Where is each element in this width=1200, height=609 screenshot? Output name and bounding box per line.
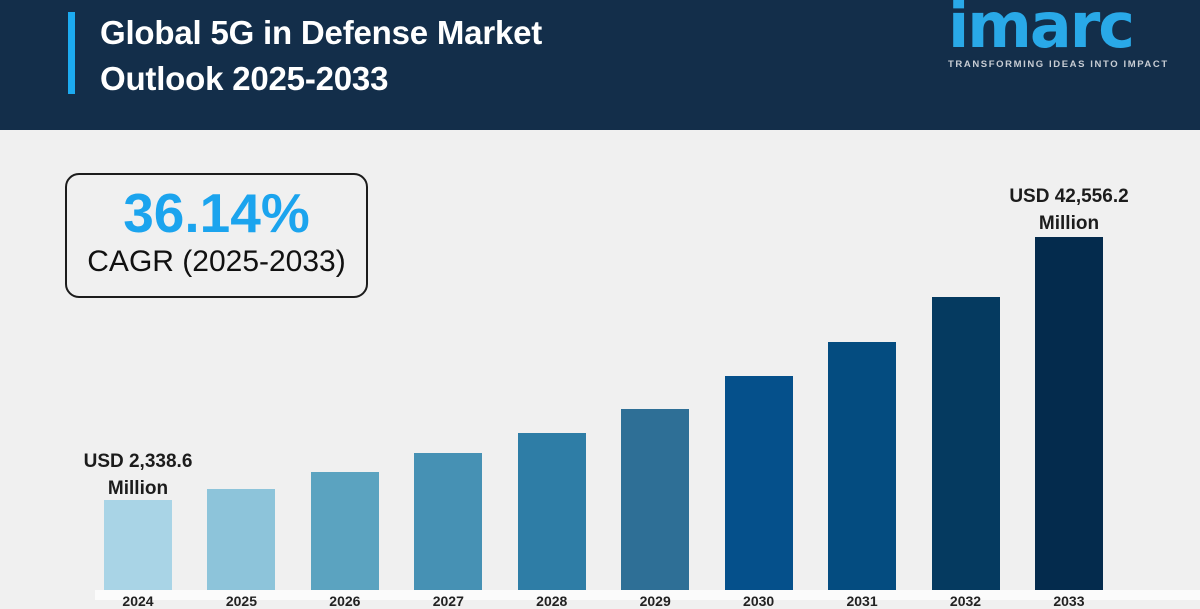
imarc-logo-wordmark: imarc [948, 0, 1135, 62]
cagr-label: CAGR (2025-2033) [87, 245, 346, 278]
bar-column-2024: 2024 [104, 170, 172, 609]
bar-2027 [414, 453, 483, 590]
x-axis-label-2027: 2027 [432, 593, 464, 609]
bar-column-2027: 2027 [414, 170, 483, 609]
data-label-2024-line2: Million [107, 478, 169, 499]
bar-chart: 2024 2025 2026 2027 2028 2029 2030 2031 2032 2033 [104, 170, 1103, 609]
x-axis-label-2028: 2028 [536, 593, 568, 609]
bar-column-2032: 2032 [931, 170, 1000, 609]
page-title: Global 5G in Defense Market Outlook 2025… [100, 10, 542, 102]
bar-2033 [1034, 237, 1103, 590]
bar-column-2028: 2028 [517, 170, 586, 609]
x-axis-label-2031: 2031 [846, 593, 878, 609]
imarc-logo-tagline: TRANSFORMING IDEAS INTO IMPACT [948, 59, 1169, 70]
x-axis-label-2026: 2026 [329, 593, 361, 609]
bar-2029 [621, 409, 690, 590]
bar-2030 [724, 376, 793, 590]
bar-column-2033: 2033 [1034, 170, 1103, 609]
bar-column-2029: 2029 [621, 170, 690, 609]
data-label-2033: USD 42,556.2 Million [954, 183, 1184, 237]
imarc-logo: imarc TRANSFORMING IDEAS INTO IMPACT [948, 0, 1169, 81]
page-title-line2: Outlook 2025-2033 [100, 60, 389, 97]
bar-column-2025: 2025 [207, 170, 276, 609]
data-label-2033-line2: Million [1038, 213, 1100, 234]
data-label-2024-line1: USD 2,338.6 [83, 451, 193, 472]
x-axis-label-2032: 2032 [949, 593, 982, 609]
x-axis-baseline [95, 590, 1200, 600]
bar-2031 [828, 342, 897, 590]
bar-2028 [517, 433, 586, 590]
cagr-callout-box: 36.14% CAGR (2025-2033) [65, 173, 368, 298]
page-title-line1: Global 5G in Defense Market [100, 14, 543, 51]
bar-2032 [931, 297, 1000, 590]
x-axis-label-2024: 2024 [122, 593, 154, 609]
bar-2026 [310, 472, 379, 590]
title-accent-bar [68, 12, 75, 94]
bar-column-2031: 2031 [828, 170, 897, 609]
bar-2024 [104, 500, 172, 590]
x-axis-label-2033: 2033 [1053, 593, 1085, 609]
x-axis-label-2030: 2030 [743, 593, 775, 609]
data-label-2033-line1: USD 42,556.2 [1009, 186, 1129, 207]
bar-column-2030: 2030 [724, 170, 793, 609]
bar-column-2026: 2026 [310, 170, 379, 609]
data-label-2024: USD 2,338.6 Million [23, 448, 253, 502]
x-axis-label-2029: 2029 [639, 593, 671, 609]
cagr-value: 36.14% [123, 182, 310, 244]
x-axis-label-2025: 2025 [225, 593, 258, 609]
header-banner: Global 5G in Defense Market Outlook 2025… [0, 0, 1200, 130]
bar-2025 [207, 489, 276, 590]
